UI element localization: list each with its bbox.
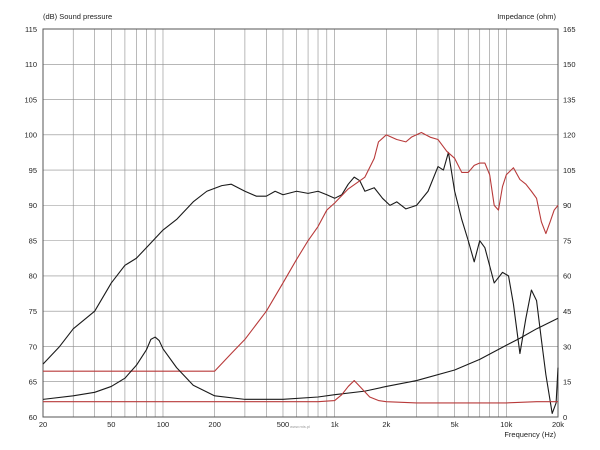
x-tick-label: 500 [277, 420, 290, 429]
x-tick-label: 50 [107, 420, 115, 429]
x-tick-label: 100 [157, 420, 170, 429]
left-axis-title: (dB) Sound pressure [43, 12, 112, 21]
plot-frame [42, 28, 559, 418]
y-left-tick-label: 80 [29, 272, 37, 281]
y-right-tick-label: 75 [563, 236, 571, 245]
y-right-tick-label: 15 [563, 378, 571, 387]
y-right-tick-label: 45 [563, 307, 571, 316]
y-right-tick-label: 60 [563, 272, 571, 281]
y-left-tick-label: 65 [29, 378, 37, 387]
x-tick-label: 20k [552, 420, 564, 429]
y-right-tick-label: 120 [563, 131, 576, 140]
series-line-1 [42, 151, 559, 415]
y-right-tick-label: 165 [563, 25, 576, 34]
x-tick-label: 20 [39, 420, 47, 429]
x-tick-label: 10k [500, 420, 512, 429]
ticks-layer: 20 50 100 200 500 1k 2k 5k 10k 20k 60 65 70 75 80 85 90 9… [24, 25, 575, 429]
series-line-3 [42, 317, 559, 400]
y-left-tick-label: 60 [29, 413, 37, 422]
right-axis-title: Impedance (ohm) [497, 12, 556, 21]
y-left-tick-label: 70 [29, 342, 37, 351]
watermark: www.mis.pl [290, 424, 310, 429]
y-left-tick-label: 95 [29, 166, 37, 175]
x-tick-label: 1k [331, 420, 339, 429]
y-left-tick-label: 110 [25, 60, 37, 69]
x-tick-label: 2k [382, 420, 390, 429]
x-tick-label: 200 [208, 420, 221, 429]
y-right-tick-label: 135 [563, 95, 576, 104]
y-right-tick-label: 105 [563, 166, 576, 175]
series-line-2 [43, 131, 559, 372]
y-left-tick-label: 85 [29, 236, 37, 245]
y-left-tick-label: 90 [29, 201, 37, 210]
x-tick-label: 5k [451, 420, 459, 429]
series-line-4 [43, 380, 558, 404]
y-right-tick-label: 150 [563, 60, 576, 69]
x-axis-title: Frequency (Hz) [504, 430, 556, 439]
y-left-tick-label: 100 [24, 131, 37, 140]
y-left-tick-label: 115 [25, 25, 37, 34]
grid [43, 29, 558, 417]
series-layer [42, 131, 559, 415]
y-left-tick-label: 75 [29, 307, 37, 316]
y-right-tick-label: 90 [563, 201, 571, 210]
y-left-tick-label: 105 [24, 95, 37, 104]
y-right-tick-label: 0 [563, 413, 567, 422]
y-right-tick-label: 30 [563, 342, 571, 351]
